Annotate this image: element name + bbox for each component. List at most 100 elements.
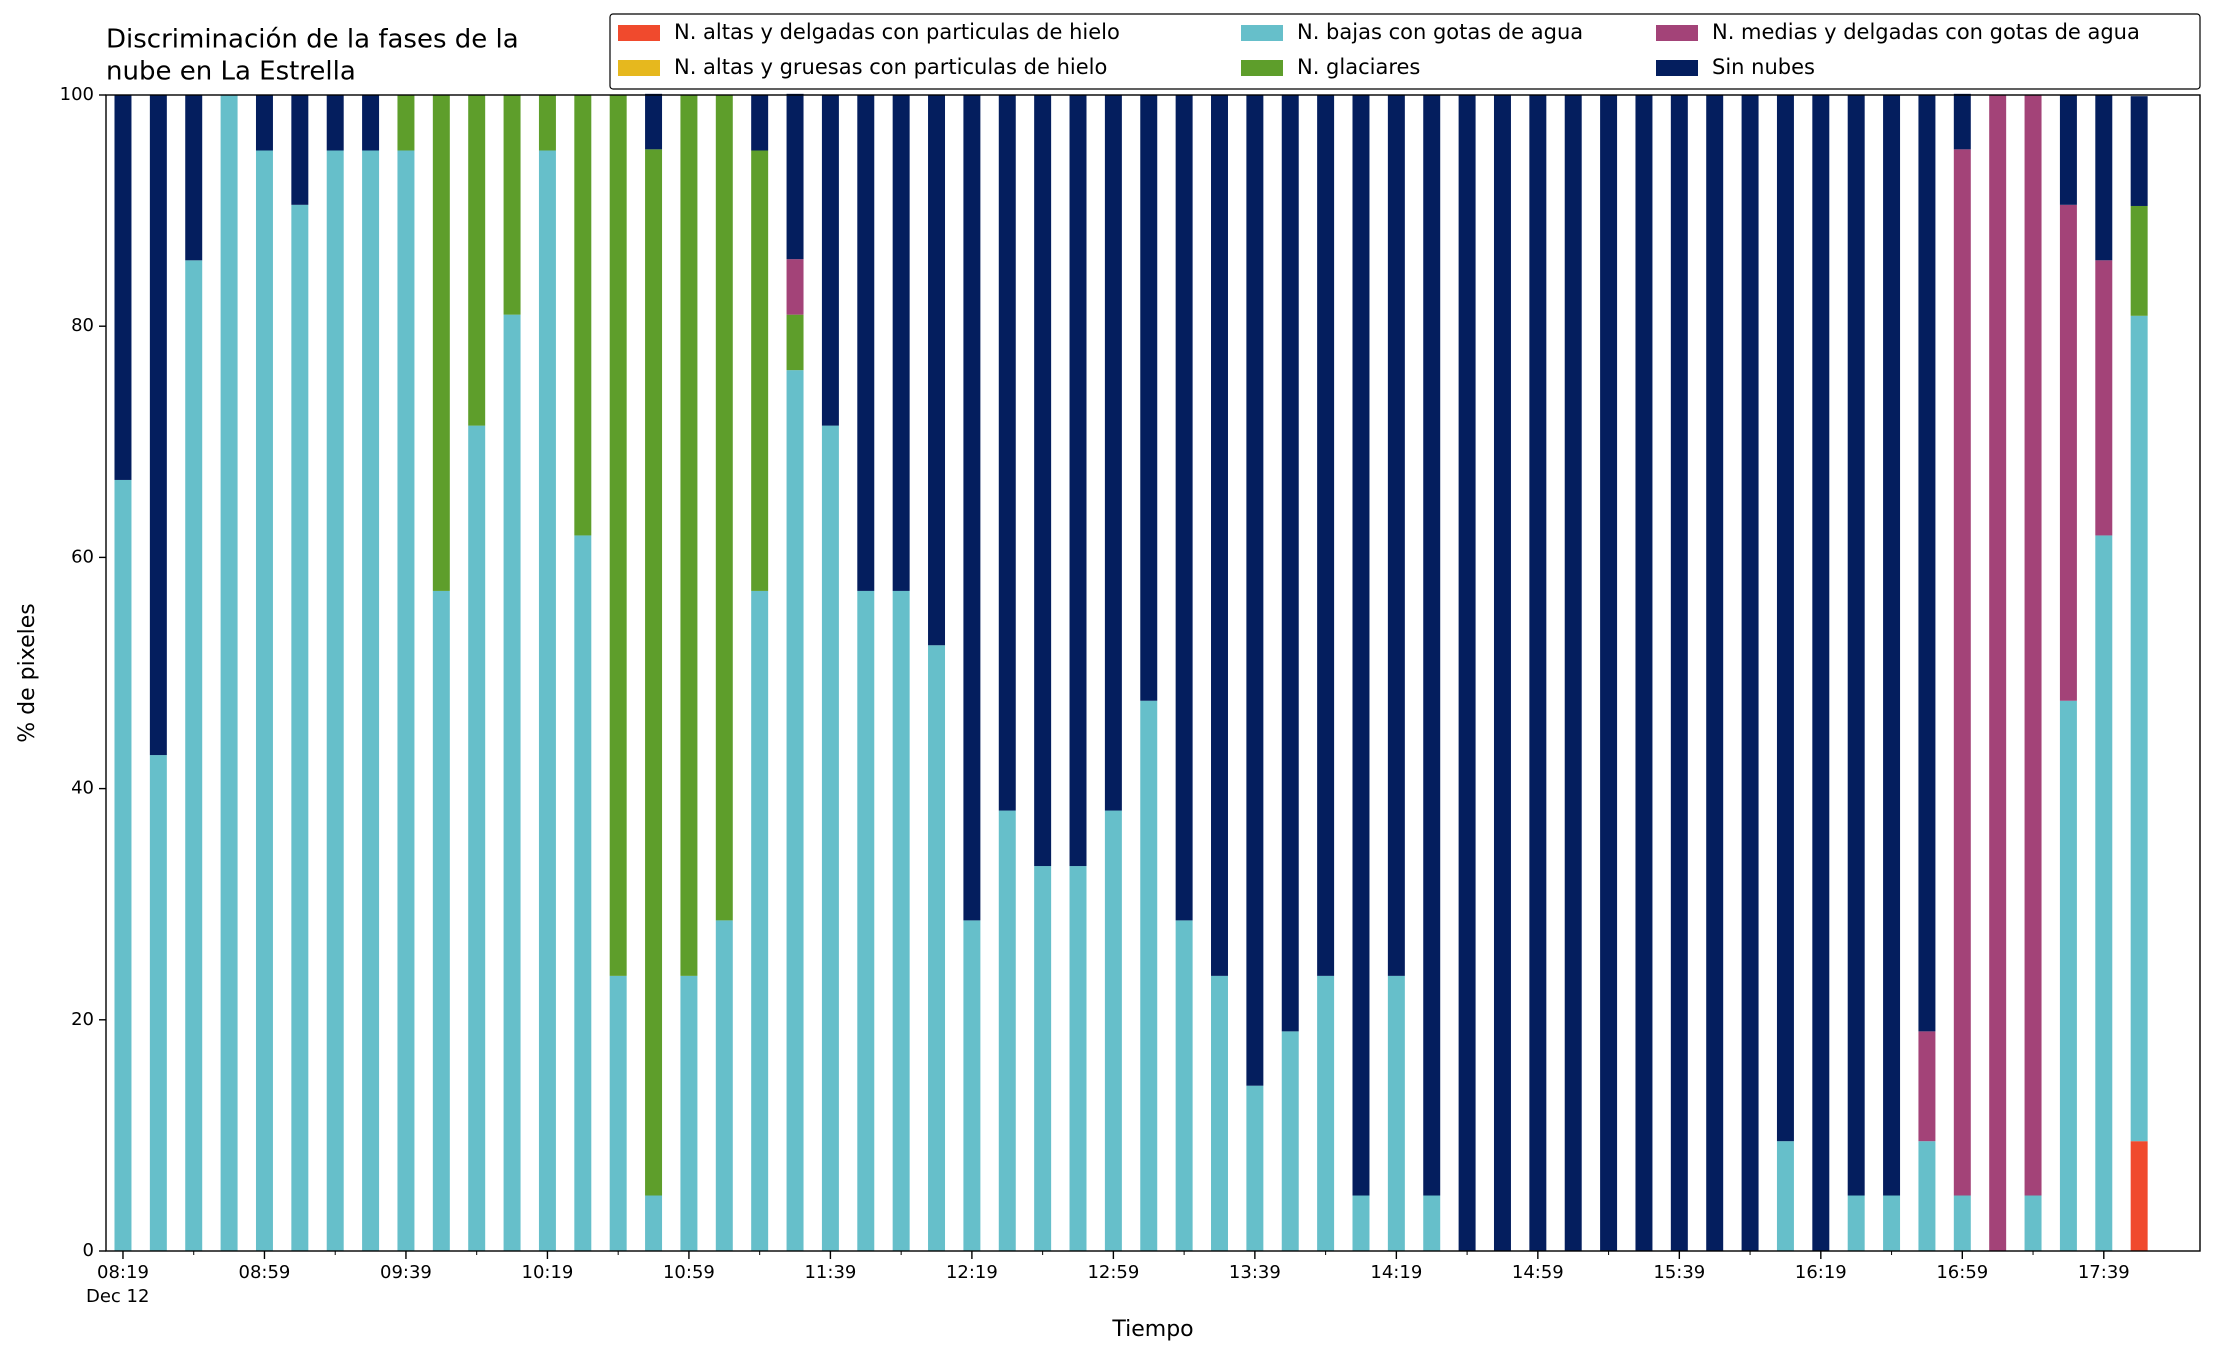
bar-segment (751, 95, 769, 151)
x-sublabel: Dec 12 (86, 1286, 149, 1307)
bar-segment (220, 95, 238, 1251)
bar-segment (503, 95, 521, 315)
bar-segment (1918, 95, 1936, 1032)
bar-segment (503, 314, 521, 1251)
bar-segment (2024, 95, 2042, 1196)
bar-segment (609, 975, 627, 1251)
bar-segment (2130, 205, 2148, 316)
bar-segment (149, 95, 167, 756)
bar-segment (680, 975, 698, 1251)
x-tick-label: 16:19 (1795, 1262, 1847, 1283)
bar-segment (1493, 95, 1511, 1251)
bar-segment (2130, 315, 2148, 1142)
bar-segment (574, 535, 592, 1251)
bar-segment (1776, 1141, 1794, 1251)
bar-segment (114, 479, 132, 1251)
x-tick-label: 16:59 (1936, 1262, 1988, 1283)
bar-segment (2130, 1141, 2148, 1251)
bar-segment (1069, 866, 1087, 1251)
bar-segment (998, 810, 1016, 1251)
legend-swatch (618, 60, 660, 76)
bar-segment (468, 95, 486, 426)
bar-segment (1741, 95, 1759, 1251)
bar-segment (1211, 975, 1228, 1251)
bar-segment (1670, 95, 1688, 1251)
legend-box (609, 13, 2201, 90)
x-tick-label: 14:59 (1512, 1262, 1564, 1283)
bar-segment (1883, 95, 1901, 1196)
bar-segment (1175, 95, 1193, 921)
x-tick-label: 11:39 (804, 1262, 856, 1283)
chart-title: nube en La Estrella (106, 57, 356, 87)
bar-segment (1281, 95, 1299, 1032)
bar-segment (1387, 95, 1405, 976)
bar-segment (114, 95, 132, 480)
bar-segment (715, 95, 733, 921)
bar-segment (185, 95, 203, 261)
bar-segment (928, 95, 946, 646)
bar-segment (1423, 95, 1441, 1196)
bar-segment (928, 645, 946, 1251)
bar-segment (2059, 700, 2077, 1251)
plot-frame (105, 94, 2201, 1252)
bar-segment (255, 150, 273, 1251)
bar-segment (1246, 1085, 1264, 1251)
bar-segment (362, 95, 380, 151)
bar-segment (362, 150, 380, 1251)
bar-segment (857, 95, 875, 591)
bar-segment (291, 204, 309, 1251)
bar-segment (715, 920, 733, 1251)
bar-segment (1635, 95, 1653, 1251)
y-tick-label: 60 (71, 546, 94, 567)
y-tick-label: 20 (71, 1009, 94, 1030)
bar-segment (1140, 95, 1158, 701)
y-tick-label: 100 (60, 84, 94, 105)
bar-segment (1458, 95, 1476, 1251)
x-tick-label: 12:59 (1087, 1262, 1139, 1283)
legend-swatch (1656, 60, 1698, 76)
bar-segment (185, 260, 203, 1252)
bar-segment (751, 590, 769, 1251)
y-tick-label: 80 (71, 315, 94, 336)
bar-segment (255, 95, 273, 151)
legend-label: N. glaciares (1297, 55, 1420, 79)
bar-segment (2059, 95, 2077, 205)
bar-segment (892, 95, 910, 591)
x-tick-label: 14:19 (1370, 1262, 1422, 1283)
bar-segment (1706, 95, 1724, 1251)
bar-segment (1034, 866, 1052, 1251)
bar-segment (680, 95, 698, 976)
legend-swatch (618, 25, 660, 41)
bar-segment (538, 150, 556, 1251)
x-tick-label: 10:19 (522, 1262, 574, 1283)
bar-segment (1847, 95, 1865, 1196)
bar-segment (2130, 96, 2148, 206)
bar-segment (2095, 535, 2113, 1251)
x-tick-label: 12:19 (946, 1262, 998, 1283)
chart-title: Discriminación de la fases de la (106, 25, 519, 55)
bar-segment (1104, 810, 1122, 1251)
bar-segment (1317, 95, 1335, 976)
bar-segment (1529, 95, 1547, 1251)
bar-segment (609, 95, 627, 976)
bar-segment (1317, 975, 1335, 1251)
bar-segment (1246, 95, 1264, 1086)
bar-segment (326, 150, 344, 1251)
bar-segment (1847, 1195, 1865, 1251)
bar-segment (645, 149, 663, 1196)
bar-segment (1069, 95, 1087, 867)
x-axis-label: Tiempo (1111, 1317, 1193, 1342)
x-tick-label: 13:39 (1229, 1262, 1281, 1283)
bar-segment (1953, 1195, 1971, 1251)
bar-segment (786, 314, 804, 371)
bar-segment (432, 95, 450, 591)
bar-segment (326, 95, 344, 151)
x-tick-label: 15:39 (1653, 1262, 1705, 1283)
bar-segment (2059, 204, 2077, 701)
bar-segment (998, 95, 1016, 811)
y-tick-label: 0 (83, 1240, 94, 1261)
bar-segment (1953, 149, 1971, 1196)
bar-segment (857, 590, 875, 1251)
legend-label: N. altas y gruesas con particulas de hie… (674, 55, 1107, 79)
